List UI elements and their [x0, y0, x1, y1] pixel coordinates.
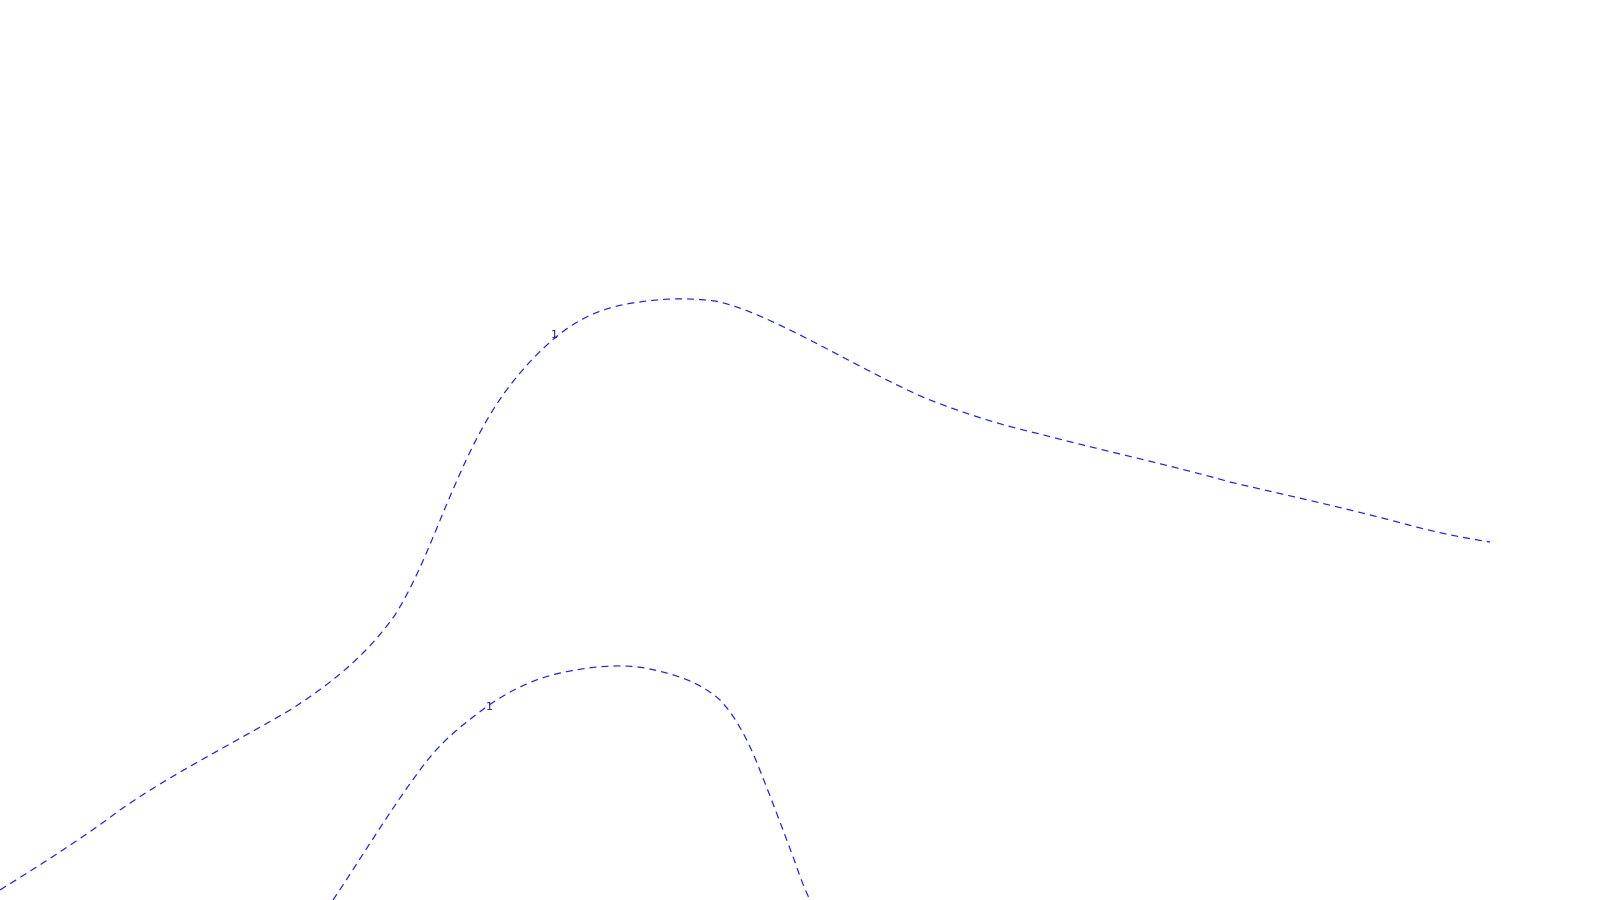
contour-line — [0, 298, 1491, 891]
contour-label: 1 — [486, 700, 493, 713]
contour-line — [332, 665, 811, 900]
contour-label: 1 — [551, 328, 558, 341]
